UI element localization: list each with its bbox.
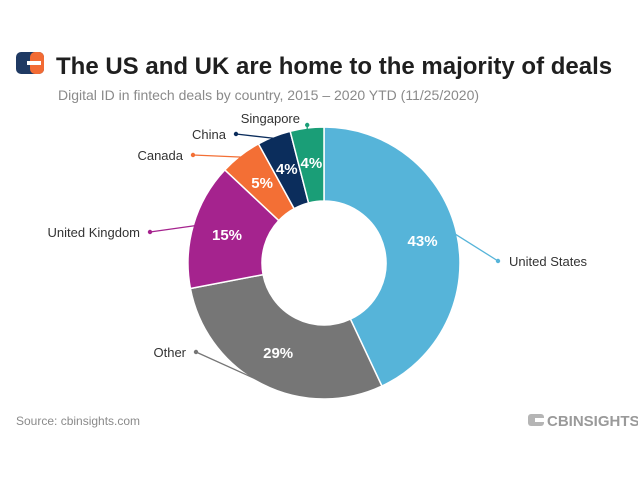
category-label-other: Other xyxy=(153,345,186,360)
chart-subtitle: Digital ID in fintech deals by country, … xyxy=(58,87,479,103)
leader-line-united-kingdom xyxy=(149,224,196,233)
donut-slices xyxy=(187,126,461,400)
leader-dot-canada xyxy=(190,152,196,158)
category-label-united-states: United States xyxy=(509,254,588,269)
value-label-singapore: 4% xyxy=(300,155,322,172)
value-label-united-kingdom: 15% xyxy=(212,227,242,244)
leader-dot-united-kingdom xyxy=(147,229,153,235)
category-label-canada: Canada xyxy=(137,148,183,163)
leader-dot-china xyxy=(233,131,239,137)
slice-other xyxy=(189,273,383,400)
slice-united-states xyxy=(323,126,461,388)
value-label-canada: 5% xyxy=(251,175,273,192)
value-label-other: 29% xyxy=(263,345,293,362)
leader-dot-singapore xyxy=(305,122,310,128)
brand-wordmark: CBINSIGHTS xyxy=(547,413,638,430)
slice-singapore xyxy=(289,126,325,204)
leader-line-other xyxy=(195,351,264,383)
leader-dot-other xyxy=(193,349,199,355)
value-label-united-states: 43% xyxy=(408,233,438,250)
category-label-singapore: Singapore xyxy=(241,111,300,126)
chart-title: The US and UK are home to the majority o… xyxy=(56,53,612,80)
cb-insights-logo-icon xyxy=(16,52,44,74)
leader-line-china xyxy=(235,133,275,140)
category-label-united-kingdom: United Kingdom xyxy=(48,225,141,240)
value-label-china: 4% xyxy=(276,161,298,178)
donut-labels: 43% United States 29% Other 15% United Kingdo… xyxy=(48,111,588,383)
category-label-china: China xyxy=(192,127,227,142)
leader-line-canada xyxy=(192,154,242,158)
leader-line-united-states xyxy=(454,233,499,262)
leader-dot-united-states xyxy=(495,258,501,264)
cb-insights-wordmark-icon xyxy=(528,414,545,426)
cb-insights-brand: CBINSIGHTS xyxy=(528,413,638,430)
source-text: Source: cbinsights.com xyxy=(16,414,140,428)
